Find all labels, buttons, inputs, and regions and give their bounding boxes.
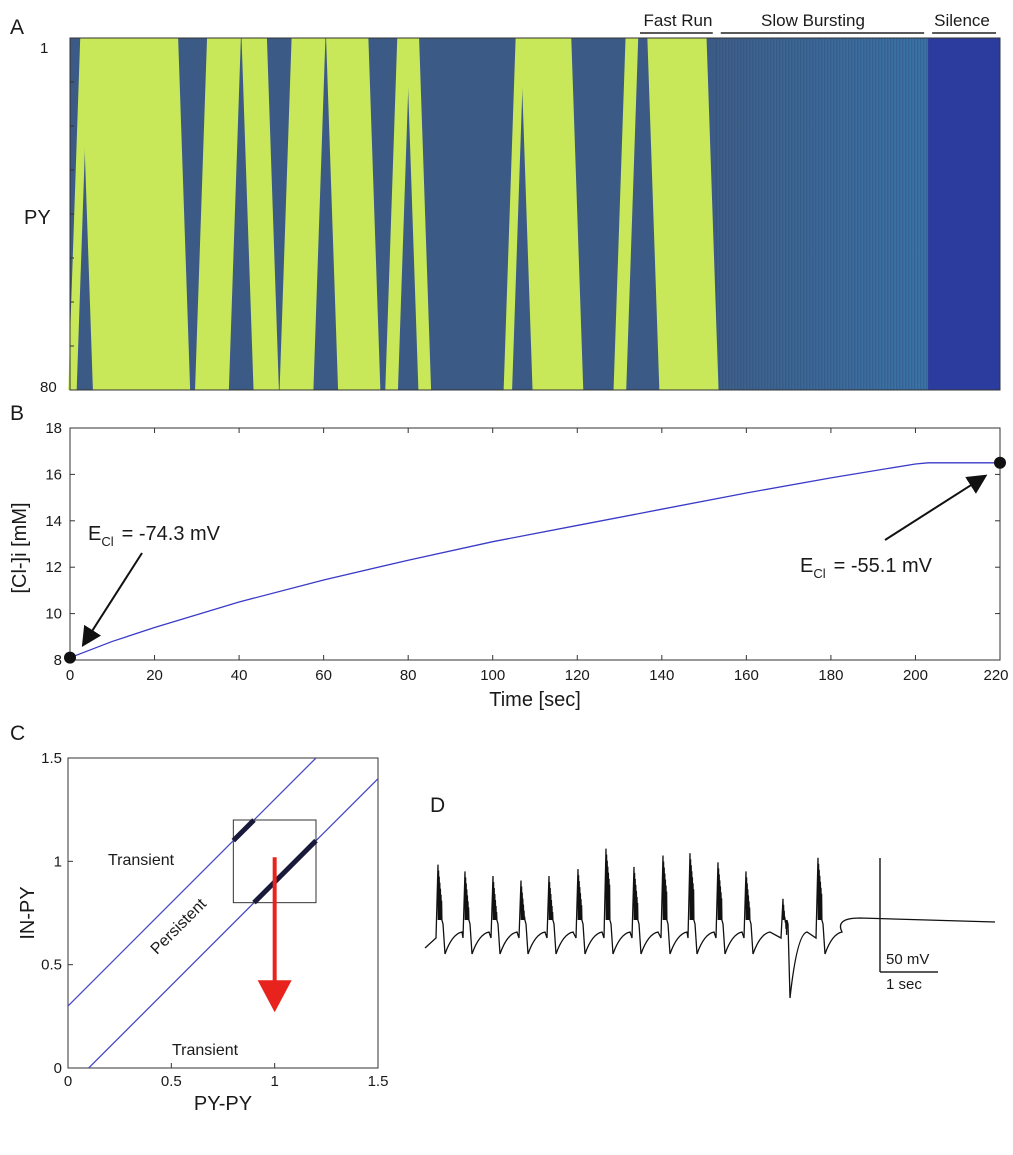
active-band	[406, 38, 432, 390]
phase-diagram: 00 0.5 0.5 1 1 1.5 1.5 PY-PY IN-PY Transient Persi…	[17, 750, 388, 1115]
panel-c: C 00 0.5 0.5 1 1 1.5 1.5 PY-PY IN-PY Transient Per…	[10, 722, 388, 1115]
phase-label: Fast Run	[644, 11, 713, 30]
y-tick-label: 14	[45, 513, 62, 530]
active-band	[520, 38, 584, 390]
raster-heatmap	[68, 37, 1001, 391]
panel-d-label: D	[430, 794, 445, 817]
chloride-line	[69, 462, 1000, 659]
red-arrow-head	[257, 980, 292, 1013]
ecl-annotation-end: ECl = -55.1 mV	[800, 555, 933, 581]
x-tick-label: 140	[649, 667, 674, 684]
x-tick-label: 0	[66, 667, 74, 684]
boundary-line	[68, 758, 317, 1007]
active-band	[385, 38, 410, 390]
active-band	[503, 38, 525, 390]
c-x-tick-label: 1.5	[368, 1073, 389, 1090]
c-y-tick-label: 1	[54, 853, 62, 870]
panel-b: B 0 20 40 60 80 100 120 140 160 180 200 220 8 10 12 14 1…	[9, 402, 1009, 711]
c-y-axis-label: IN-PY	[17, 886, 39, 939]
active-band	[647, 38, 719, 390]
panel-a-ytick-bottom: 80	[40, 379, 57, 396]
x-tick-label: 120	[565, 667, 590, 684]
scalebar-h-label: 1 sec	[886, 976, 922, 993]
c-y-tick-label: 1.5	[41, 750, 62, 767]
ecl-value: = -55.1 mV	[834, 555, 933, 577]
c-x-tick-label: 0.5	[161, 1073, 182, 1090]
phase-label: Slow Bursting	[761, 11, 865, 30]
ecl-value: = -74.3 mV	[122, 523, 221, 545]
x-tick-label: 60	[315, 667, 332, 684]
phase-annotations: Fast Run Slow Bursting Silence	[640, 11, 996, 34]
c-y-tick-label: 0	[54, 1060, 62, 1077]
ecl-subscript: Cl	[813, 566, 825, 581]
y-tick-label: 10	[45, 606, 62, 623]
ecl-subscript: Cl	[101, 534, 113, 549]
region-label-persistent: Persistent	[148, 895, 211, 958]
y-axis-label: [Cl-]i [mM]	[9, 502, 31, 593]
boundary-line	[88, 778, 378, 1068]
voltage-trace	[424, 848, 996, 999]
plot-frame	[69, 427, 1001, 661]
c-plot-area	[68, 758, 378, 1068]
active-band	[279, 38, 326, 390]
panel-d: D 50 mV 1 sec	[424, 794, 996, 999]
chloride-plot: 0 20 40 60 80 100 120 140 160 180 200 220 8 10 12 14 16 1…	[9, 420, 1009, 711]
panel-c-label: C	[10, 722, 25, 745]
x-tick-label: 200	[903, 667, 928, 684]
ecl-annotation-start: ECl = -74.3 mV	[88, 523, 221, 549]
panel-a: A PY 1 80 Fast Run Slow Bursting Silence	[10, 11, 1001, 396]
panel-a-ytick-top: 1	[40, 40, 48, 57]
active-band	[195, 38, 241, 390]
x-tick-label: 40	[231, 667, 248, 684]
active-band	[80, 38, 191, 390]
c-x-axis-label: PY-PY	[194, 1093, 252, 1115]
panel-a-label: A	[10, 16, 24, 39]
endpoint-marker	[994, 456, 1006, 469]
panel-a-ylabel: PY	[24, 207, 51, 229]
active-band	[241, 38, 279, 390]
x-tick-label: 100	[480, 667, 505, 684]
voltage-trace-line	[424, 848, 996, 999]
x-axis-label: Time [sec]	[489, 689, 581, 711]
phase-label: Silence	[934, 11, 990, 30]
x-tick-label: 160	[734, 667, 759, 684]
active-band	[326, 38, 381, 390]
y-tick-label: 12	[45, 559, 62, 576]
y-tick-label: 16	[45, 466, 62, 483]
ecl-arrow-end	[884, 474, 988, 541]
y-tick-label: 18	[45, 420, 62, 437]
highlight-segment	[252, 838, 318, 905]
x-tick-label: 180	[818, 667, 843, 684]
c-x-tick-label: 1	[270, 1073, 278, 1090]
scalebar-v-label: 50 mV	[886, 951, 929, 968]
c-frame	[67, 757, 379, 1069]
x-tick-label: 220	[983, 667, 1008, 684]
endpoint-marker	[64, 651, 76, 664]
panel-b-label: B	[10, 402, 24, 425]
x-tick-label: 80	[400, 667, 417, 684]
ecl-arrow-start	[81, 552, 143, 648]
c-x-tick-label: 0	[64, 1073, 72, 1090]
y-tick-label: 8	[54, 652, 62, 669]
highlight-segment	[231, 818, 256, 843]
region-label-transient-top: Transient	[108, 852, 175, 869]
region-label-transient-bottom: Transient	[172, 1042, 239, 1059]
active-band	[613, 38, 639, 390]
slow-bursting-region	[716, 38, 929, 390]
x-tick-label: 20	[146, 667, 163, 684]
c-y-tick-label: 0.5	[41, 957, 62, 974]
silence-region	[928, 38, 1000, 390]
